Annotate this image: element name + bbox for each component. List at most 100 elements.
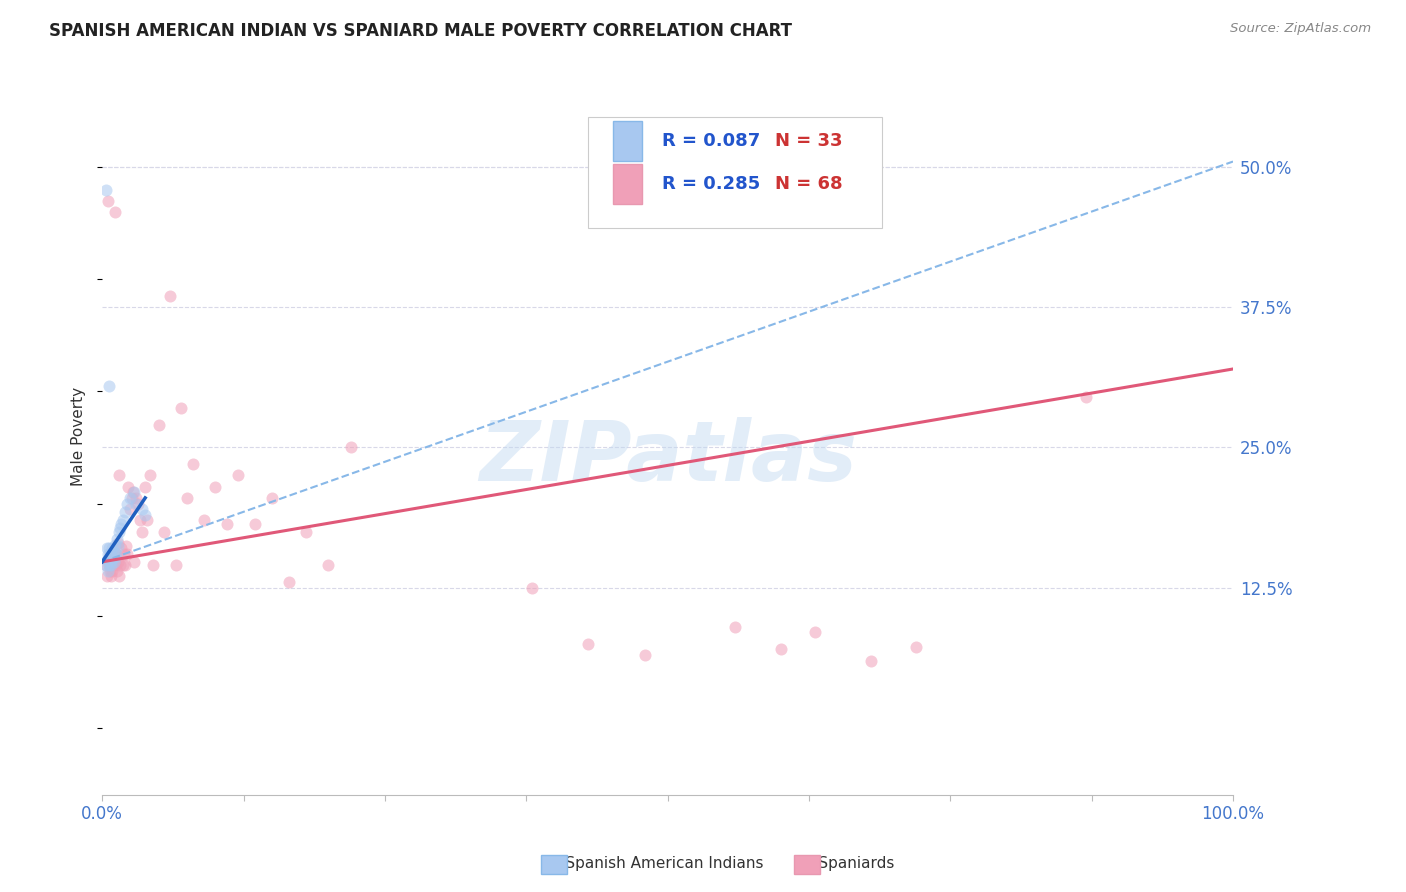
Point [98,558,121,573]
Point [127,496,149,510]
Point [318,558,340,573]
Point [97,194,120,208]
Text: N = 33: N = 33 [775,132,842,150]
Point [125,496,148,510]
Point [215,516,238,531]
Point [181,457,204,471]
Point [176,491,198,505]
Point [101,541,124,556]
Point [114,558,136,573]
Point [148,418,170,433]
Point [138,468,160,483]
Point [122,555,145,569]
Point [104,550,127,565]
Point [104,538,127,552]
Point [100,558,122,573]
Point [340,441,363,455]
FancyBboxPatch shape [613,121,641,161]
Point [243,516,266,531]
Point [98,547,121,561]
Point [107,539,129,553]
Point [724,620,747,634]
Point [96,569,118,583]
Point [153,524,176,539]
Point [170,401,193,416]
Point [114,506,136,520]
Point [98,547,121,561]
Point [107,535,129,549]
Point [103,555,125,569]
Point [104,547,127,561]
Point [803,625,825,640]
Text: ZIPatlas: ZIPatlas [478,417,856,499]
Point [128,513,150,527]
Point [97,552,120,566]
Point [110,541,132,556]
Point [111,558,134,573]
Point [193,513,215,527]
Point [98,555,121,569]
Text: N = 68: N = 68 [775,175,842,193]
Point [204,480,226,494]
Point [94,183,117,197]
Point [108,524,131,539]
Point [110,521,132,535]
Point [159,289,181,303]
Point [103,545,125,559]
Point [115,496,138,510]
Text: R = 0.087: R = 0.087 [662,132,761,150]
Point [96,552,118,566]
Point [125,491,148,505]
Text: Source: ZipAtlas.com: Source: ZipAtlas.com [1230,22,1371,36]
Point [103,558,125,573]
Point [96,541,118,556]
Point [100,552,122,566]
Point [905,640,928,654]
Point [134,508,156,522]
Point [97,564,120,578]
Point [104,547,127,561]
FancyBboxPatch shape [589,117,883,228]
Point [100,569,122,583]
Point [98,558,121,573]
Point [120,502,142,516]
Point [121,491,143,505]
Point [94,558,117,573]
Point [136,513,159,527]
Point [101,552,124,566]
Point [105,564,128,578]
Point [122,485,145,500]
Point [142,558,165,573]
Point [101,564,124,578]
Point [101,547,124,561]
Point [860,653,883,667]
Point [110,558,132,573]
Point [104,205,127,219]
Point [115,539,138,553]
Y-axis label: Male Poverty: Male Poverty [72,387,86,486]
Text: Spaniards: Spaniards [794,856,894,871]
Point [277,574,299,589]
Point [97,547,120,561]
Point [131,502,153,516]
Text: SPANISH AMERICAN INDIAN VS SPANIARD MALE POVERTY CORRELATION CHART: SPANISH AMERICAN INDIAN VS SPANIARD MALE… [49,22,792,40]
Point [260,491,283,505]
Point [117,480,139,494]
Point [769,642,792,657]
Point [634,648,657,662]
Point [520,581,543,595]
Point [105,533,128,547]
Point [578,637,600,651]
Point [107,555,129,569]
Text: Spanish American Indians: Spanish American Indians [541,856,763,871]
Point [134,480,156,494]
Point [165,558,187,573]
Point [100,547,122,561]
Point [98,541,121,556]
Point [98,379,121,393]
Point [120,491,142,505]
Point [110,516,132,531]
Point [657,183,679,197]
Point [226,468,249,483]
Point [104,558,127,573]
